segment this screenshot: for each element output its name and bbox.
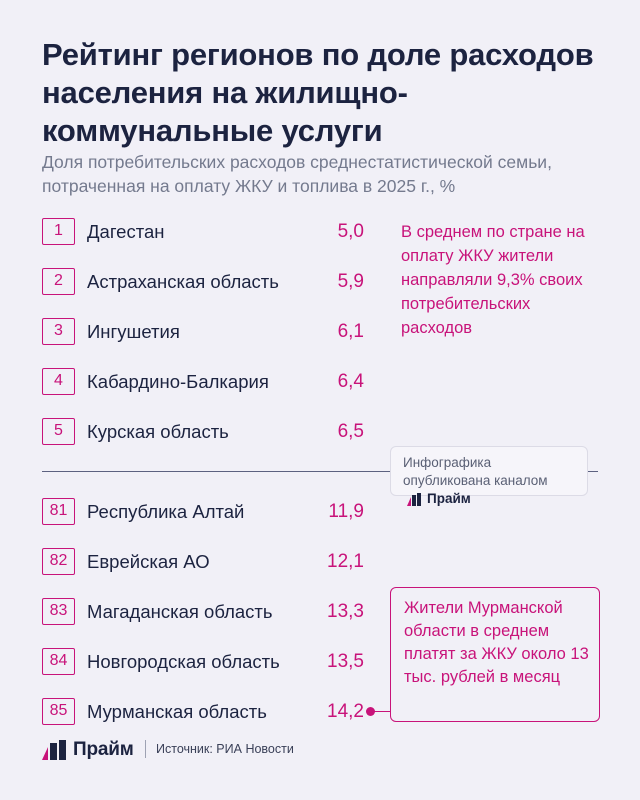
rank-badge: 84 bbox=[42, 648, 75, 675]
region-value: 5,0 bbox=[337, 221, 364, 242]
rank-badge: 5 bbox=[42, 418, 75, 445]
rank-badge: 81 bbox=[42, 498, 75, 525]
page-subtitle: Доля потребительских расходов среднестат… bbox=[42, 152, 552, 196]
region-name: Мурманская область bbox=[87, 701, 267, 722]
region-value: 12,1 bbox=[327, 551, 364, 572]
table-row: 1 Дагестан 5,0 bbox=[42, 218, 364, 246]
footer-brand-text: Прайм bbox=[73, 739, 134, 760]
region-value: 6,1 bbox=[337, 321, 364, 342]
publication-badge: Инфографика опубликована каналом Прайм bbox=[390, 446, 588, 506]
publication-text: Инфографика опубликована каналом bbox=[403, 455, 548, 488]
footer-brand: Прайм bbox=[42, 739, 134, 761]
region-value: 13,5 bbox=[327, 651, 364, 672]
table-row: 3 Ингушетия 6,1 bbox=[42, 318, 364, 346]
rank-badge: 2 bbox=[42, 268, 75, 295]
footer-separator bbox=[145, 740, 146, 758]
table-row: 81 Республика Алтай 11,9 bbox=[42, 498, 364, 526]
region-name: Курская область bbox=[87, 421, 229, 442]
region-value: 6,5 bbox=[337, 421, 364, 442]
region-value: 6,4 bbox=[337, 371, 364, 392]
section-divider bbox=[42, 471, 598, 472]
callout-connector bbox=[370, 711, 390, 712]
table-row: 83 Магаданская область 13,3 bbox=[42, 598, 364, 626]
rank-badge: 3 bbox=[42, 318, 75, 345]
region-name: Ингушетия bbox=[87, 321, 180, 342]
table-row: 2 Астраханская область 5,9 bbox=[42, 268, 364, 296]
rank-badge: 4 bbox=[42, 368, 75, 395]
source-label: Источник: РИА Новости bbox=[156, 742, 294, 756]
prime-logo-icon bbox=[407, 492, 421, 506]
rank-badge: 82 bbox=[42, 548, 75, 575]
average-note: В среднем по стране на оплату ЖКУ жители… bbox=[401, 223, 585, 337]
table-row: 82 Еврейская АО 12,1 bbox=[42, 548, 364, 576]
region-value: 14,2 bbox=[327, 701, 364, 722]
region-name: Еврейская АО bbox=[87, 551, 210, 572]
rank-badge: 85 bbox=[42, 698, 75, 725]
region-name: Республика Алтай bbox=[87, 501, 245, 522]
prime-logo-icon bbox=[42, 740, 66, 760]
region-name: Новгородская область bbox=[87, 651, 280, 672]
rank-badge: 1 bbox=[42, 218, 75, 245]
table-row: 84 Новгородская область 13,5 bbox=[42, 648, 364, 676]
rank-badge: 83 bbox=[42, 598, 75, 625]
region-value: 5,9 bbox=[337, 271, 364, 292]
table-row: 5 Курская область 6,5 bbox=[42, 418, 364, 446]
region-name: Кабардино-Балкария bbox=[87, 371, 269, 392]
table-row: 4 Кабардино-Балкария 6,4 bbox=[42, 368, 364, 396]
callout-dot bbox=[366, 707, 375, 716]
region-name: Дагестан bbox=[87, 221, 165, 242]
murmansk-note: Жители Мурманской области в среднем плат… bbox=[390, 587, 600, 722]
region-value: 13,3 bbox=[327, 601, 364, 622]
region-value: 11,9 bbox=[328, 501, 364, 522]
table-row: 85 Мурманская область 14,2 bbox=[42, 698, 364, 726]
region-name: Астраханская область bbox=[87, 271, 279, 292]
publication-brand: Прайм bbox=[407, 490, 471, 508]
region-name: Магаданская область bbox=[87, 601, 273, 622]
publication-brand-text: Прайм bbox=[427, 491, 471, 507]
page-title: Рейтинг регионов по доле расходов населе… bbox=[42, 37, 594, 148]
